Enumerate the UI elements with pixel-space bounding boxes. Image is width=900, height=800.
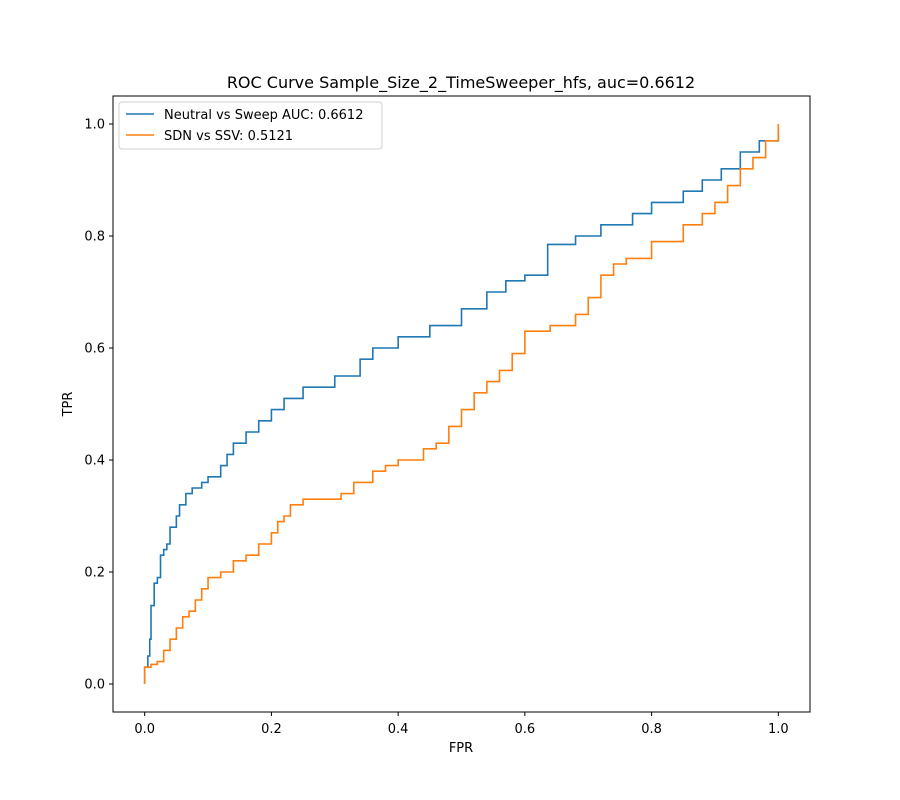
y-tick-label: 0.4 [84, 454, 105, 469]
series-layer [143, 124, 780, 684]
y-tick-label: 0.0 [84, 678, 105, 693]
y-tick-label: 0.6 [84, 342, 105, 357]
x-tick-label: 0.0 [134, 722, 155, 737]
y-axis-label: TPR [61, 392, 76, 418]
legend: Neutral vs Sweep AUC: 0.6612 SDN vs SSV:… [118, 101, 383, 150]
x-tick-label: 0.4 [388, 722, 409, 737]
x-axis-ticks: 0.0 0.2 0.4 0.6 0.8 1.0 [134, 712, 789, 737]
series-line-neutral-vs-sweep [143, 129, 780, 684]
y-tick-label: 0.8 [84, 230, 105, 245]
legend-box [118, 101, 383, 150]
x-axis-label: FPR [449, 741, 473, 756]
legend-label-sdn-vs-ssv: SDN vs SSV: 0.5121 [164, 129, 293, 144]
x-tick-label: 0.6 [515, 722, 536, 737]
plot-area-frame [112, 95, 811, 713]
x-tick-label: 1.0 [768, 722, 789, 737]
series-line-sdn-vs-ssv [143, 124, 780, 684]
y-axis-ticks: 0.0 0.2 0.4 0.6 0.8 1.0 [84, 118, 113, 693]
x-tick-label: 0.2 [261, 722, 282, 737]
y-tick-label: 0.2 [84, 566, 105, 581]
legend-label-neutral-vs-sweep: Neutral vs Sweep AUC: 0.6612 [164, 108, 363, 123]
chart-title: ROC Curve Sample_Size_2_TimeSweeper_hfs,… [227, 73, 695, 93]
x-tick-label: 0.8 [641, 722, 662, 737]
y-tick-label: 1.0 [84, 118, 105, 133]
